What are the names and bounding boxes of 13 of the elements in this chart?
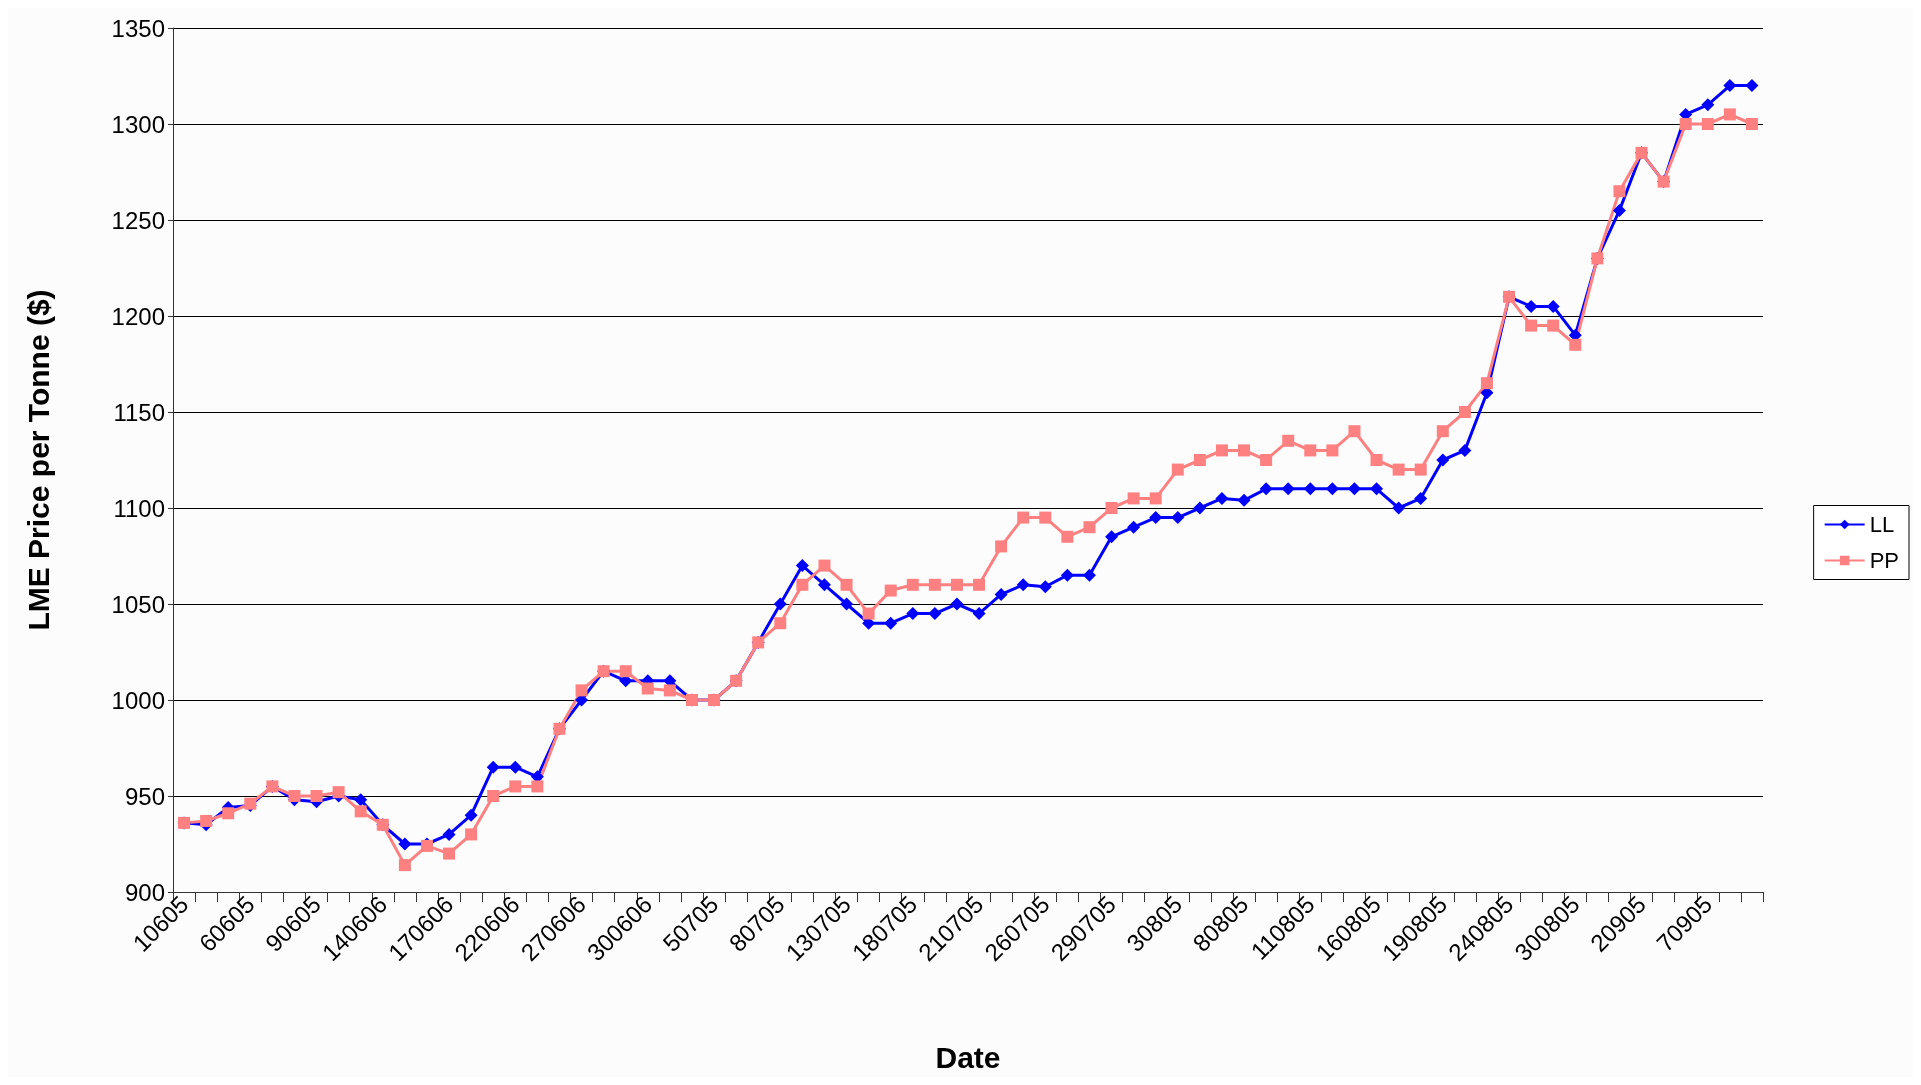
y-tick-label: 1300 bbox=[111, 110, 165, 138]
y-tick-label: 1150 bbox=[113, 398, 165, 426]
x-axis-title: Date bbox=[935, 1040, 1001, 1074]
y-tick-label: 1350 bbox=[111, 14, 165, 42]
y-tick-label: 1100 bbox=[113, 494, 165, 522]
y-tick-label: 1200 bbox=[111, 302, 165, 330]
y-tick-label: 1250 bbox=[111, 206, 165, 234]
y-tick-label: 1050 bbox=[111, 590, 165, 618]
y-axis-title: LME Price per Tonne ($) bbox=[21, 289, 55, 631]
y-tick-label: 950 bbox=[124, 782, 165, 810]
y-tick-label: 1000 bbox=[111, 686, 165, 714]
legend-label: PP bbox=[1869, 548, 1900, 573]
legend-label: LL bbox=[1869, 512, 1895, 537]
